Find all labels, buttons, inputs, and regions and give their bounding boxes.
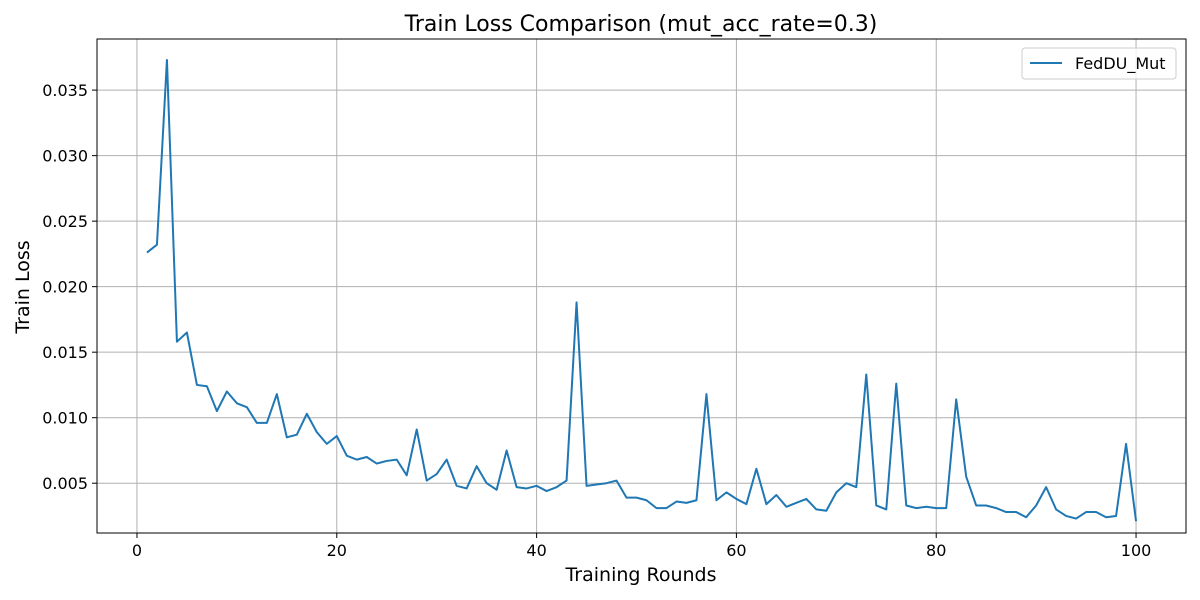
- plot-area-frame: [96, 38, 1187, 534]
- y-axis-title: Train Loss: [12, 240, 34, 334]
- x-axis-title: Training Rounds: [564, 564, 716, 586]
- grid-lines: [97, 39, 1186, 533]
- y-tick-label: 0.020: [42, 278, 88, 297]
- y-tick-label: 0.010: [42, 409, 88, 428]
- y-axis-ticks: 0.005 0.010 0.015 0.020 0.025 0.030 0.035: [42, 81, 97, 493]
- legend: FedDU_Mut: [1021, 47, 1177, 80]
- x-tick-label: 40: [526, 541, 546, 560]
- y-tick-label: 0.030: [42, 147, 88, 166]
- x-tick-label: 0: [132, 541, 142, 560]
- x-axis-ticks: 0 20 40 60 80 100: [132, 533, 1151, 560]
- series-layer: [146, 58, 1138, 522]
- legend-label-feddu-mut: FedDU_Mut: [1075, 54, 1166, 74]
- y-tick-label: 0.005: [42, 474, 88, 493]
- x-tick-label: 20: [327, 541, 347, 560]
- y-tick-label: 0.015: [42, 343, 88, 362]
- series-line-feddu-mut: [146, 58, 1138, 522]
- chart-title: Train Loss Comparison (mut_acc_rate=0.3): [404, 12, 878, 37]
- x-tick-label: 60: [726, 541, 746, 560]
- y-tick-label: 0.025: [42, 212, 88, 231]
- x-tick-label: 80: [926, 541, 946, 560]
- legend-box: [1021, 47, 1177, 80]
- y-tick-label: 0.035: [42, 81, 88, 100]
- x-tick-label: 100: [1121, 541, 1152, 560]
